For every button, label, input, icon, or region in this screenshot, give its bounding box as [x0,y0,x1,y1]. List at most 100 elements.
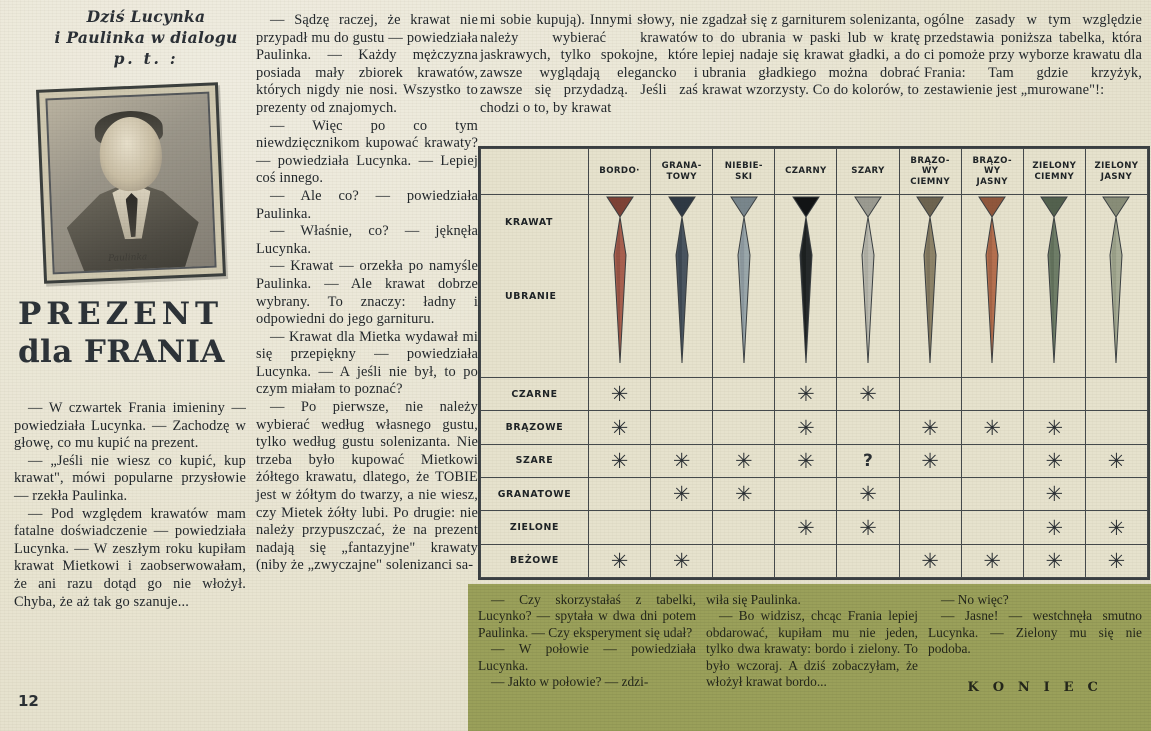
tie-color-header-3: NIEBIE- SKI [712,148,776,195]
match-cell-r5-c9: ✳ [1084,510,1149,545]
kicker-heading: Dziś Lucynka i Paulinka w dialogu p. t. … [46,6,246,69]
footer-column-1: — Czy skorzystałaś z tabelki, Lucynko? —… [478,592,696,690]
match-cell-r4-c3: ✳ [712,477,776,512]
match-mark-icon: ✳ [859,382,877,407]
tie-color-header-1: BORDO· [587,148,652,195]
table-row: GRANATOWE ✳ ✳ ✳ ✳ [480,477,1149,512]
match-mark-icon: ✳ [983,548,1002,573]
match-mark-icon: ✳ [1045,448,1064,473]
paragraph: — W czwartek Frania imieniny — powiedzia… [14,400,246,452]
match-cell-r2-c4: ✳ [774,410,838,445]
kicker-line-1: Dziś Lucynka [86,7,206,26]
photo-frame: Paulinka [36,82,226,284]
table-row: CZARNE ✳ ✳ ✳ [480,377,1149,412]
match-mark-icon: ✳ [859,482,877,507]
table-header-row: BORDO· GRANA- TOWY NIEBIE- SKI CZARNY SZARY BRĄ… [480,148,1149,195]
match-cell-r3-c9: ✳ [1084,443,1149,479]
footer-column-3: — No więc? — Jasne! — westchnęła smutno … [928,592,1142,658]
footer-column-2: wiła się Paulinka. — Bo widzisz, chcąc F… [706,592,918,690]
match-cell-r5-c1 [587,510,652,545]
match-mark-icon: ✳ [1107,515,1126,540]
match-cell-r4-c6 [898,477,962,512]
match-cell-r6-c3 [712,543,776,579]
header-line: SZARY [851,166,885,177]
table-corner-cell [480,148,589,195]
match-cell-r5-c7 [960,510,1024,545]
necktie-icon [791,196,820,364]
paragraph: — W połowie — powiedziała Lucynka. [478,641,696,673]
tie-illustration-9 [1084,193,1149,379]
match-mark-icon: ✳ [797,382,815,407]
article-column-4: zgadzał się z garniturem solenizanta, to… [702,12,920,100]
match-mark-icon: ✳ [734,482,753,507]
tie-color-header-2: GRANA- TOWY [650,148,714,195]
match-mark-icon: ✳ [610,382,629,407]
tie-illustration-1 [587,193,652,379]
paragraph: — „Jeśli nie wiesz co kupić, kup krawat"… [14,452,246,504]
match-mark-icon: ✳ [983,415,1002,440]
match-mark-icon: ✳ [672,482,691,507]
tie-illustration-5 [836,193,900,379]
headline-line-1: PREZENT [18,296,224,332]
match-cell-r3-c8: ✳ [1022,443,1086,479]
headline-line-2: dla FRANIA [18,334,225,370]
paragraph: — Czy skorzystałaś z tabelki, Lucynko? —… [478,592,696,640]
tie-illustration-2 [650,193,714,379]
match-cell-r2-c9 [1084,410,1149,445]
match-cell-r1-c1: ✳ [587,377,652,412]
match-cell-r2-c3 [712,410,776,445]
paragraph: — Krawat — orzekła po namyśle Paulinka. … [256,258,478,328]
header-line: CIEMNY [1034,171,1075,182]
header-line: SKI [735,171,753,182]
match-mark-icon: ✳ [1045,515,1064,540]
match-cell-r4-c9 [1084,477,1149,512]
table-row: ZIELONE ✳ ✳ ✳ ✳ [480,510,1149,545]
match-mark-icon: ✳ [1045,482,1064,507]
suit-color-label-2: BRĄZOWE [480,410,589,445]
match-cell-r4-c2: ✳ [650,477,714,512]
paragraph: — Ale co? — powiedziała Paulinka. [256,187,478,222]
match-cell-r2-c5 [836,410,900,445]
match-cell-r6-c6: ✳ [898,543,962,579]
tie-color-header-4: CZARNY [774,148,838,195]
match-mark-icon: ✳ [921,448,939,473]
article-column-1: — W czwartek Frania imieniny — powiedzia… [14,400,246,611]
suit-color-label-5: ZIELONE [480,510,589,545]
suit-color-label-1: CZARNE [480,377,589,412]
match-cell-r6-c2: ✳ [650,543,714,579]
row-label-krawat: KRAWAT [505,217,554,228]
tie-color-header-7: BRĄZO- WY JASNY [960,148,1024,195]
match-cell-r1-c9 [1084,377,1149,412]
match-cell-r6-c8: ✳ [1022,543,1086,579]
match-mark-icon: ✳ [672,548,691,573]
paragraph: — Krawat dla Mietka wydawał mi się przep… [256,328,478,398]
paragraph: — Pod względem krawatów mam fatalne dośw… [14,505,246,610]
paragraph: — Jasne! — westchnęła smutno Lucynka. — … [928,608,1142,657]
paragraph: zgadzał się z garniturem solenizanta, to… [702,12,920,99]
header-line: ZIELONY [1032,161,1077,171]
header-line: CIEMNY [910,176,950,187]
header-line: NIEBIE- [724,161,763,171]
necktie-icon [916,196,945,364]
match-cell-r1-c4: ✳ [774,377,838,412]
header-line: GRANA- [661,161,702,171]
tie-color-header-9: ZIELONY JASNY [1084,148,1149,195]
match-cell-r4-c4 [774,477,838,512]
table-row: SZARE ✳ ✳ ✳ ✳? ✳ ✳ ✳ [480,443,1149,479]
match-cell-r6-c1: ✳ [587,543,652,579]
match-cell-r6-c4 [774,543,838,579]
necktie-icon [978,196,1007,364]
match-cell-r2-c6: ✳ [898,410,962,445]
match-cell-r3-c7 [960,443,1024,479]
paragraph: — Właśnie, co? — jęknęła Lucynka. [256,223,478,257]
row-label-ubranie: UBRANIE [505,291,557,302]
paragraph: — Jakto w połowie? — zdzi- [491,674,649,690]
paragraph: — Bo widzisz, chcąc Frania lepiej obdaro… [706,608,918,690]
match-cell-r1-c3 [712,377,776,412]
header-line: JASNY [976,176,1008,187]
necktie-icon [605,196,634,364]
match-cell-r5-c8: ✳ [1022,510,1086,545]
suit-color-label-3: SZARE [480,443,589,479]
match-mark-icon: ✳ [672,448,691,473]
